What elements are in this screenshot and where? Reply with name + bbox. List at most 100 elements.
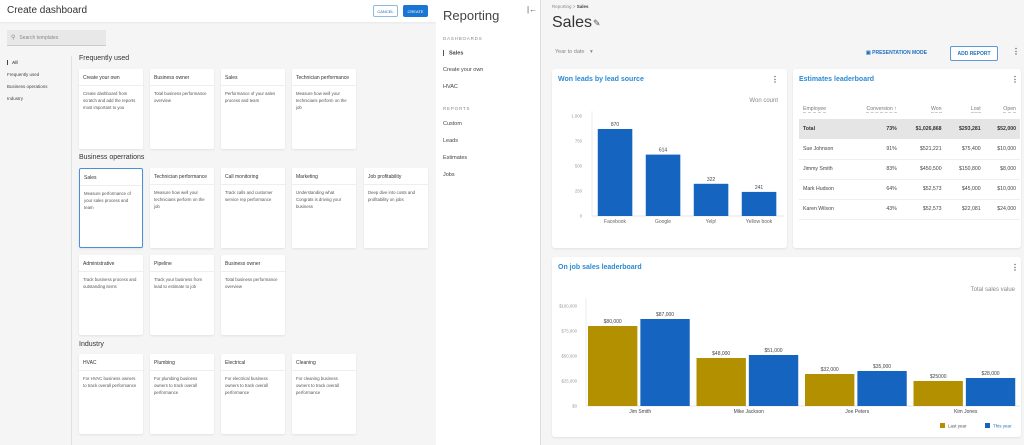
y-tick-label: 0 bbox=[580, 214, 583, 219]
table-cell: $10,000 bbox=[984, 179, 1020, 200]
section-title: Business operrations bbox=[79, 154, 145, 161]
sidebar-item-sales[interactable]: Sales bbox=[443, 50, 463, 56]
template-card[interactable]: Marketing Understanding what Congrats is … bbox=[292, 168, 356, 248]
bar-last-year bbox=[696, 358, 746, 406]
x-tick-label: Yellow book bbox=[746, 219, 773, 225]
template-card-description: Track your business from lead to estimat… bbox=[154, 277, 203, 289]
template-card-name: Technician performance bbox=[150, 168, 214, 185]
template-card[interactable]: Electrical For electrical business owners… bbox=[221, 354, 285, 434]
template-card-description: Measure how well your technicians perfor… bbox=[154, 190, 205, 209]
template-card[interactable]: Create your own Create dashboard from scr… bbox=[79, 69, 143, 149]
page-title: Create dashboard bbox=[7, 5, 88, 16]
data-label: 241 bbox=[755, 185, 764, 191]
bar-last-year bbox=[588, 326, 638, 406]
more-options-icon[interactable]: ⋮ bbox=[1012, 47, 1020, 56]
bar bbox=[645, 154, 681, 216]
template-card[interactable]: Administrative Track business process and… bbox=[79, 255, 143, 335]
template-card-name: Job profitability bbox=[364, 168, 428, 185]
period-value: Year to date bbox=[555, 49, 585, 55]
card-menu-icon[interactable]: ⋮ bbox=[771, 75, 779, 84]
table-cell: $450,500 bbox=[900, 159, 946, 180]
presentation-icon: ▣ bbox=[866, 50, 871, 56]
table-cell: $24,000 bbox=[984, 199, 1020, 220]
bar-this-year bbox=[748, 355, 799, 406]
table-cell: $1,026,868 bbox=[900, 119, 946, 139]
search-input[interactable]: ⚲ Search templates bbox=[7, 30, 106, 46]
col-employee[interactable]: Employee bbox=[803, 106, 827, 113]
table-row[interactable]: Karen Wilson 43% $52,573 $22,081 $24,000 bbox=[799, 199, 1020, 220]
sidebar-item-estimates[interactable]: Estimates bbox=[443, 155, 468, 161]
sidebar-item-hvac[interactable]: HVAC bbox=[443, 84, 458, 90]
template-card-description: Total business performance overview bbox=[154, 91, 207, 103]
table-cell: $521,221 bbox=[900, 139, 946, 160]
bar bbox=[597, 129, 633, 216]
main-content: Reporting > Sales Sales ✎ Year to date ▾… bbox=[541, 0, 1024, 445]
filter-all[interactable]: All bbox=[7, 60, 18, 65]
search-icon: ⚲ bbox=[11, 35, 16, 41]
legend-item[interactable]: This year bbox=[985, 423, 1012, 429]
template-card[interactable]: Business owner Total business performance… bbox=[150, 69, 214, 149]
table-row[interactable]: Sue Johnson 91% $521,221 $75,400 $10,000 bbox=[799, 139, 1020, 160]
table-cell: $150,800 bbox=[945, 159, 985, 180]
card-menu-icon[interactable]: ⋮ bbox=[1011, 75, 1019, 84]
period-select[interactable]: Year to date ▾ bbox=[555, 49, 593, 55]
y-axis-title: Total sales value bbox=[971, 287, 1016, 293]
bar-this-year bbox=[965, 378, 1016, 406]
estimates-leaderboard-card: Estimates leaderboard ⋮ Employee Convers… bbox=[793, 69, 1021, 248]
create-button[interactable]: CREATE bbox=[403, 5, 428, 17]
edit-pencil-icon[interactable]: ✎ bbox=[593, 18, 601, 28]
template-card[interactable]: Cleaning For cleaning business owners to … bbox=[292, 354, 356, 434]
table-cell: $293,281 bbox=[945, 119, 985, 139]
col-lost[interactable]: Lost bbox=[970, 106, 981, 113]
template-card-name: Technician performance bbox=[292, 69, 356, 86]
template-card[interactable]: Sales Measure performance of your sales p… bbox=[79, 168, 143, 248]
on-job-sales-title: On job sales leaderboard bbox=[558, 264, 642, 271]
data-label: $32,000 bbox=[821, 367, 839, 373]
bar-last-year bbox=[913, 381, 963, 406]
bar-this-year bbox=[857, 371, 907, 406]
table-cell: $8,000 bbox=[984, 159, 1020, 180]
template-card[interactable]: Technician performance Measure how well y… bbox=[292, 69, 356, 149]
create-dashboard-header: Create dashboard CANCEL CREATE bbox=[0, 0, 436, 22]
breadcrumb-reporting[interactable]: Reporting bbox=[552, 4, 572, 9]
legend-item[interactable]: Last year bbox=[940, 423, 967, 429]
table-cell: Sue Johnson bbox=[799, 139, 851, 160]
col-won[interactable]: Won bbox=[931, 106, 942, 113]
template-card[interactable]: Plumbing For plumbing business owners to … bbox=[150, 354, 214, 434]
col-conversion[interactable]: Conversion ↑ bbox=[866, 106, 897, 113]
data-label: $28,000 bbox=[982, 371, 1000, 377]
sidebar-item-jobs[interactable]: Jobs bbox=[443, 172, 455, 178]
filter-frequently-used[interactable]: Frequently used bbox=[7, 72, 40, 77]
table-cell: $10,000 bbox=[984, 139, 1020, 160]
search-placeholder: Search templates bbox=[19, 34, 59, 41]
presentation-mode-button[interactable]: ▣ PRESENTATION MODE bbox=[866, 50, 927, 56]
sidebar-item-leads[interactable]: Leads bbox=[443, 138, 458, 144]
sidebar-item-create-your-own[interactable]: Create your own bbox=[443, 67, 484, 73]
template-card[interactable]: Technician performance Measure how well y… bbox=[150, 168, 214, 248]
cancel-button[interactable]: CANCEL bbox=[373, 5, 398, 17]
filter-business-operations[interactable]: Business operations bbox=[7, 84, 48, 89]
on-job-sales-card: On job sales leaderboard ⋮ Total sales v… bbox=[552, 257, 1021, 437]
template-card[interactable]: Call monitoring Track calls and customer … bbox=[221, 168, 285, 248]
card-menu-icon[interactable]: ⋮ bbox=[1011, 263, 1019, 272]
table-row[interactable]: Mark Hudson 64% $52,573 $45,000 $10,000 bbox=[799, 179, 1020, 200]
template-card[interactable]: Sales Performance of your sales process a… bbox=[221, 69, 285, 149]
col-open[interactable]: Open bbox=[1003, 106, 1016, 113]
template-card[interactable]: HVAC For HVAC business owners to track ov… bbox=[79, 354, 143, 434]
table-cell: $52,573 bbox=[900, 199, 946, 220]
template-card-name: Call monitoring bbox=[221, 168, 285, 185]
add-report-button[interactable]: ADD REPORT bbox=[950, 46, 998, 61]
template-card[interactable]: Job profitability Deep dive into costs an… bbox=[364, 168, 428, 248]
template-card-description: Understanding what Congrats is driving y… bbox=[296, 190, 342, 209]
table-cell: $45,000 bbox=[945, 179, 985, 200]
template-card[interactable]: Pipeline Track your business from lead to… bbox=[150, 255, 214, 335]
table-header: Employee Conversion ↑ Won Lost Open bbox=[799, 99, 1020, 119]
filter-industry[interactable]: Industry bbox=[7, 96, 24, 101]
sidebar-item-custom[interactable]: Custom bbox=[443, 121, 462, 127]
template-card-name: Sales bbox=[221, 69, 285, 86]
collapse-sidebar-icon[interactable]: |← bbox=[527, 5, 538, 14]
table-row[interactable]: Jimmy Smith 83% $450,500 $150,800 $8,000 bbox=[799, 159, 1020, 180]
breadcrumb-separator: > bbox=[572, 4, 576, 9]
template-card-name: Plumbing bbox=[150, 354, 214, 371]
template-card[interactable]: Business owner Total business performance… bbox=[221, 255, 285, 335]
